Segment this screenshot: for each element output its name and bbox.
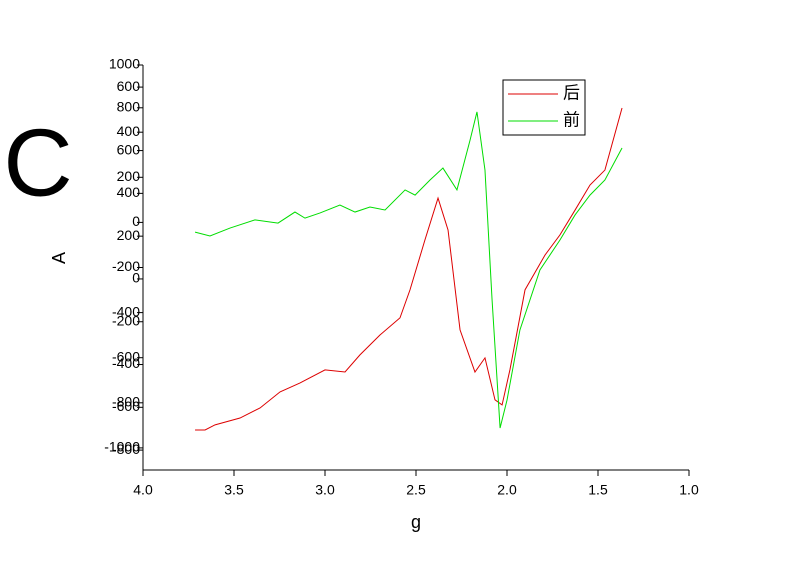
y-tick-label: -600 [112,348,140,364]
series-line [195,107,623,431]
x-tick-label: 3.0 [315,482,335,498]
y-tick-label: 400 [117,184,141,200]
x-axis-label: g [411,512,421,532]
y-tick-label: 200 [117,168,141,184]
legend-box [502,79,586,136]
y-tick-label: 400 [117,123,141,139]
legend-label: 前 [563,110,580,129]
y-tick-label: -200 [112,312,140,328]
chart-title: C [3,109,72,216]
x-tick-label: 2.5 [406,482,426,498]
x-tick-label: 1.5 [588,482,608,498]
legend-label: 后 [563,83,580,102]
y-tick-label: 800 [117,98,141,114]
y-tick-label: 200 [117,227,141,243]
y-tick-label: -600 [112,398,140,414]
y-tick-label: -800 [112,441,140,457]
y-tick-label: -400 [112,303,140,319]
x-tick-label: 4.0 [133,482,153,498]
y-axis-label: A [49,252,69,264]
y-tick-label: -200 [112,258,140,274]
series-line [194,111,623,429]
y-tick-label: 1000 [109,56,140,72]
y-tick-label: -400 [112,355,140,371]
y-tick-label: 0 [132,270,140,286]
x-tick-label: 3.5 [224,482,244,498]
y-tick-label: 0 [132,213,140,229]
y-tick-label: 600 [117,78,141,94]
y-tick-label: -800 [112,394,140,410]
x-tick-label: 2.0 [497,482,517,498]
x-tick-label: 1.0 [679,482,699,498]
y-tick-label: -1000 [104,439,140,455]
y-tick-label: 600 [117,141,141,157]
